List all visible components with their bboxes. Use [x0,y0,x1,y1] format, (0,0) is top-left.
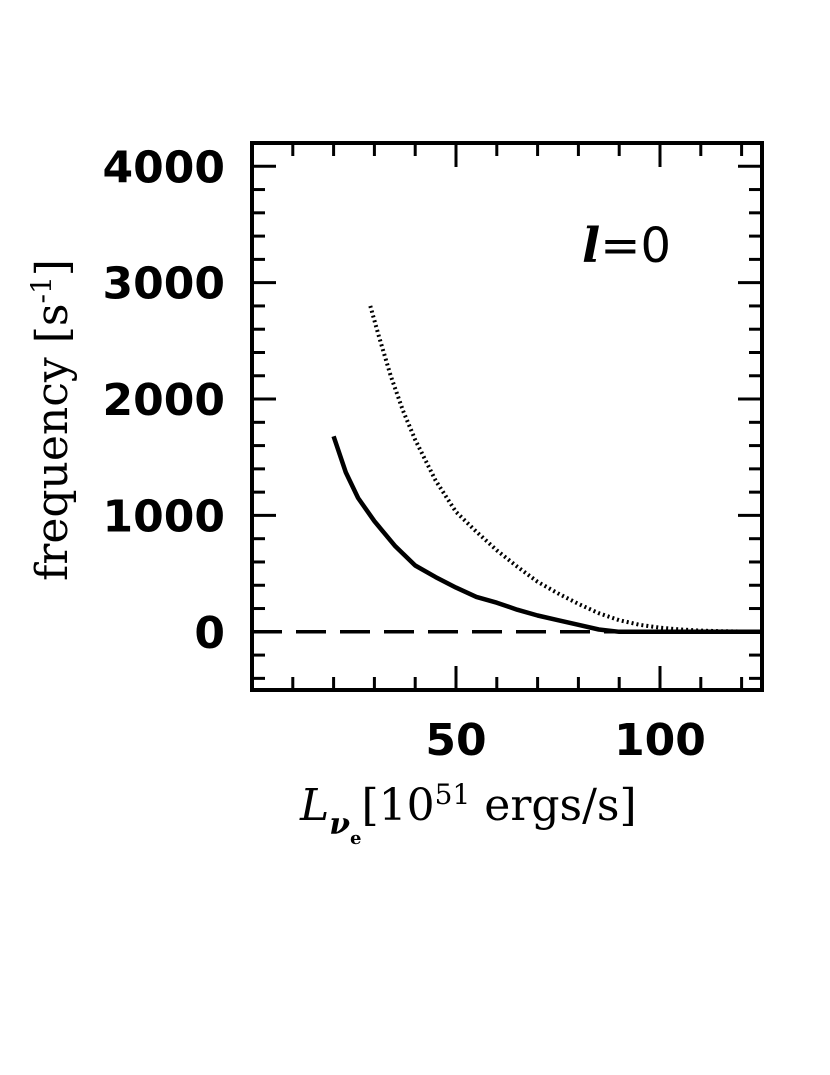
annotation-symbol: l [582,218,600,274]
y-axis-label: frequency [s-1] [25,259,78,581]
x-axis-label-exp: 51 [435,778,471,811]
x-axis-label: Lνe[1051 ergs/s] [299,778,637,849]
x-axis-label-sub: ν [329,807,350,842]
plot-frame [250,141,764,692]
x-tick-label: 100 [614,715,706,766]
y-axis-label-close: ] [27,259,78,276]
series-line-dotted [368,305,763,634]
x-axis-label-suffix: ergs/s] [470,780,636,831]
y-tick-label: 1000 [103,491,225,542]
y-axis-label-text: frequency [s [27,303,78,580]
x-axis-label-subsub: e [350,828,361,849]
y-tick-label: 3000 [103,259,225,310]
x-axis-label-symbol: L [299,780,329,831]
mode-annotation: l=0 [582,218,671,274]
y-tick-label: 0 [194,608,225,659]
y-tick-label: 2000 [103,375,225,426]
x-axis-label-prefix: [10 [362,780,435,831]
annotation-text: =0 [600,218,671,274]
y-axis-label-exp: -1 [25,276,58,303]
y-tick-label: 4000 [103,142,225,193]
series-line-solid [331,435,762,635]
series-lines [252,305,763,635]
x-tick-label: 50 [425,715,486,766]
